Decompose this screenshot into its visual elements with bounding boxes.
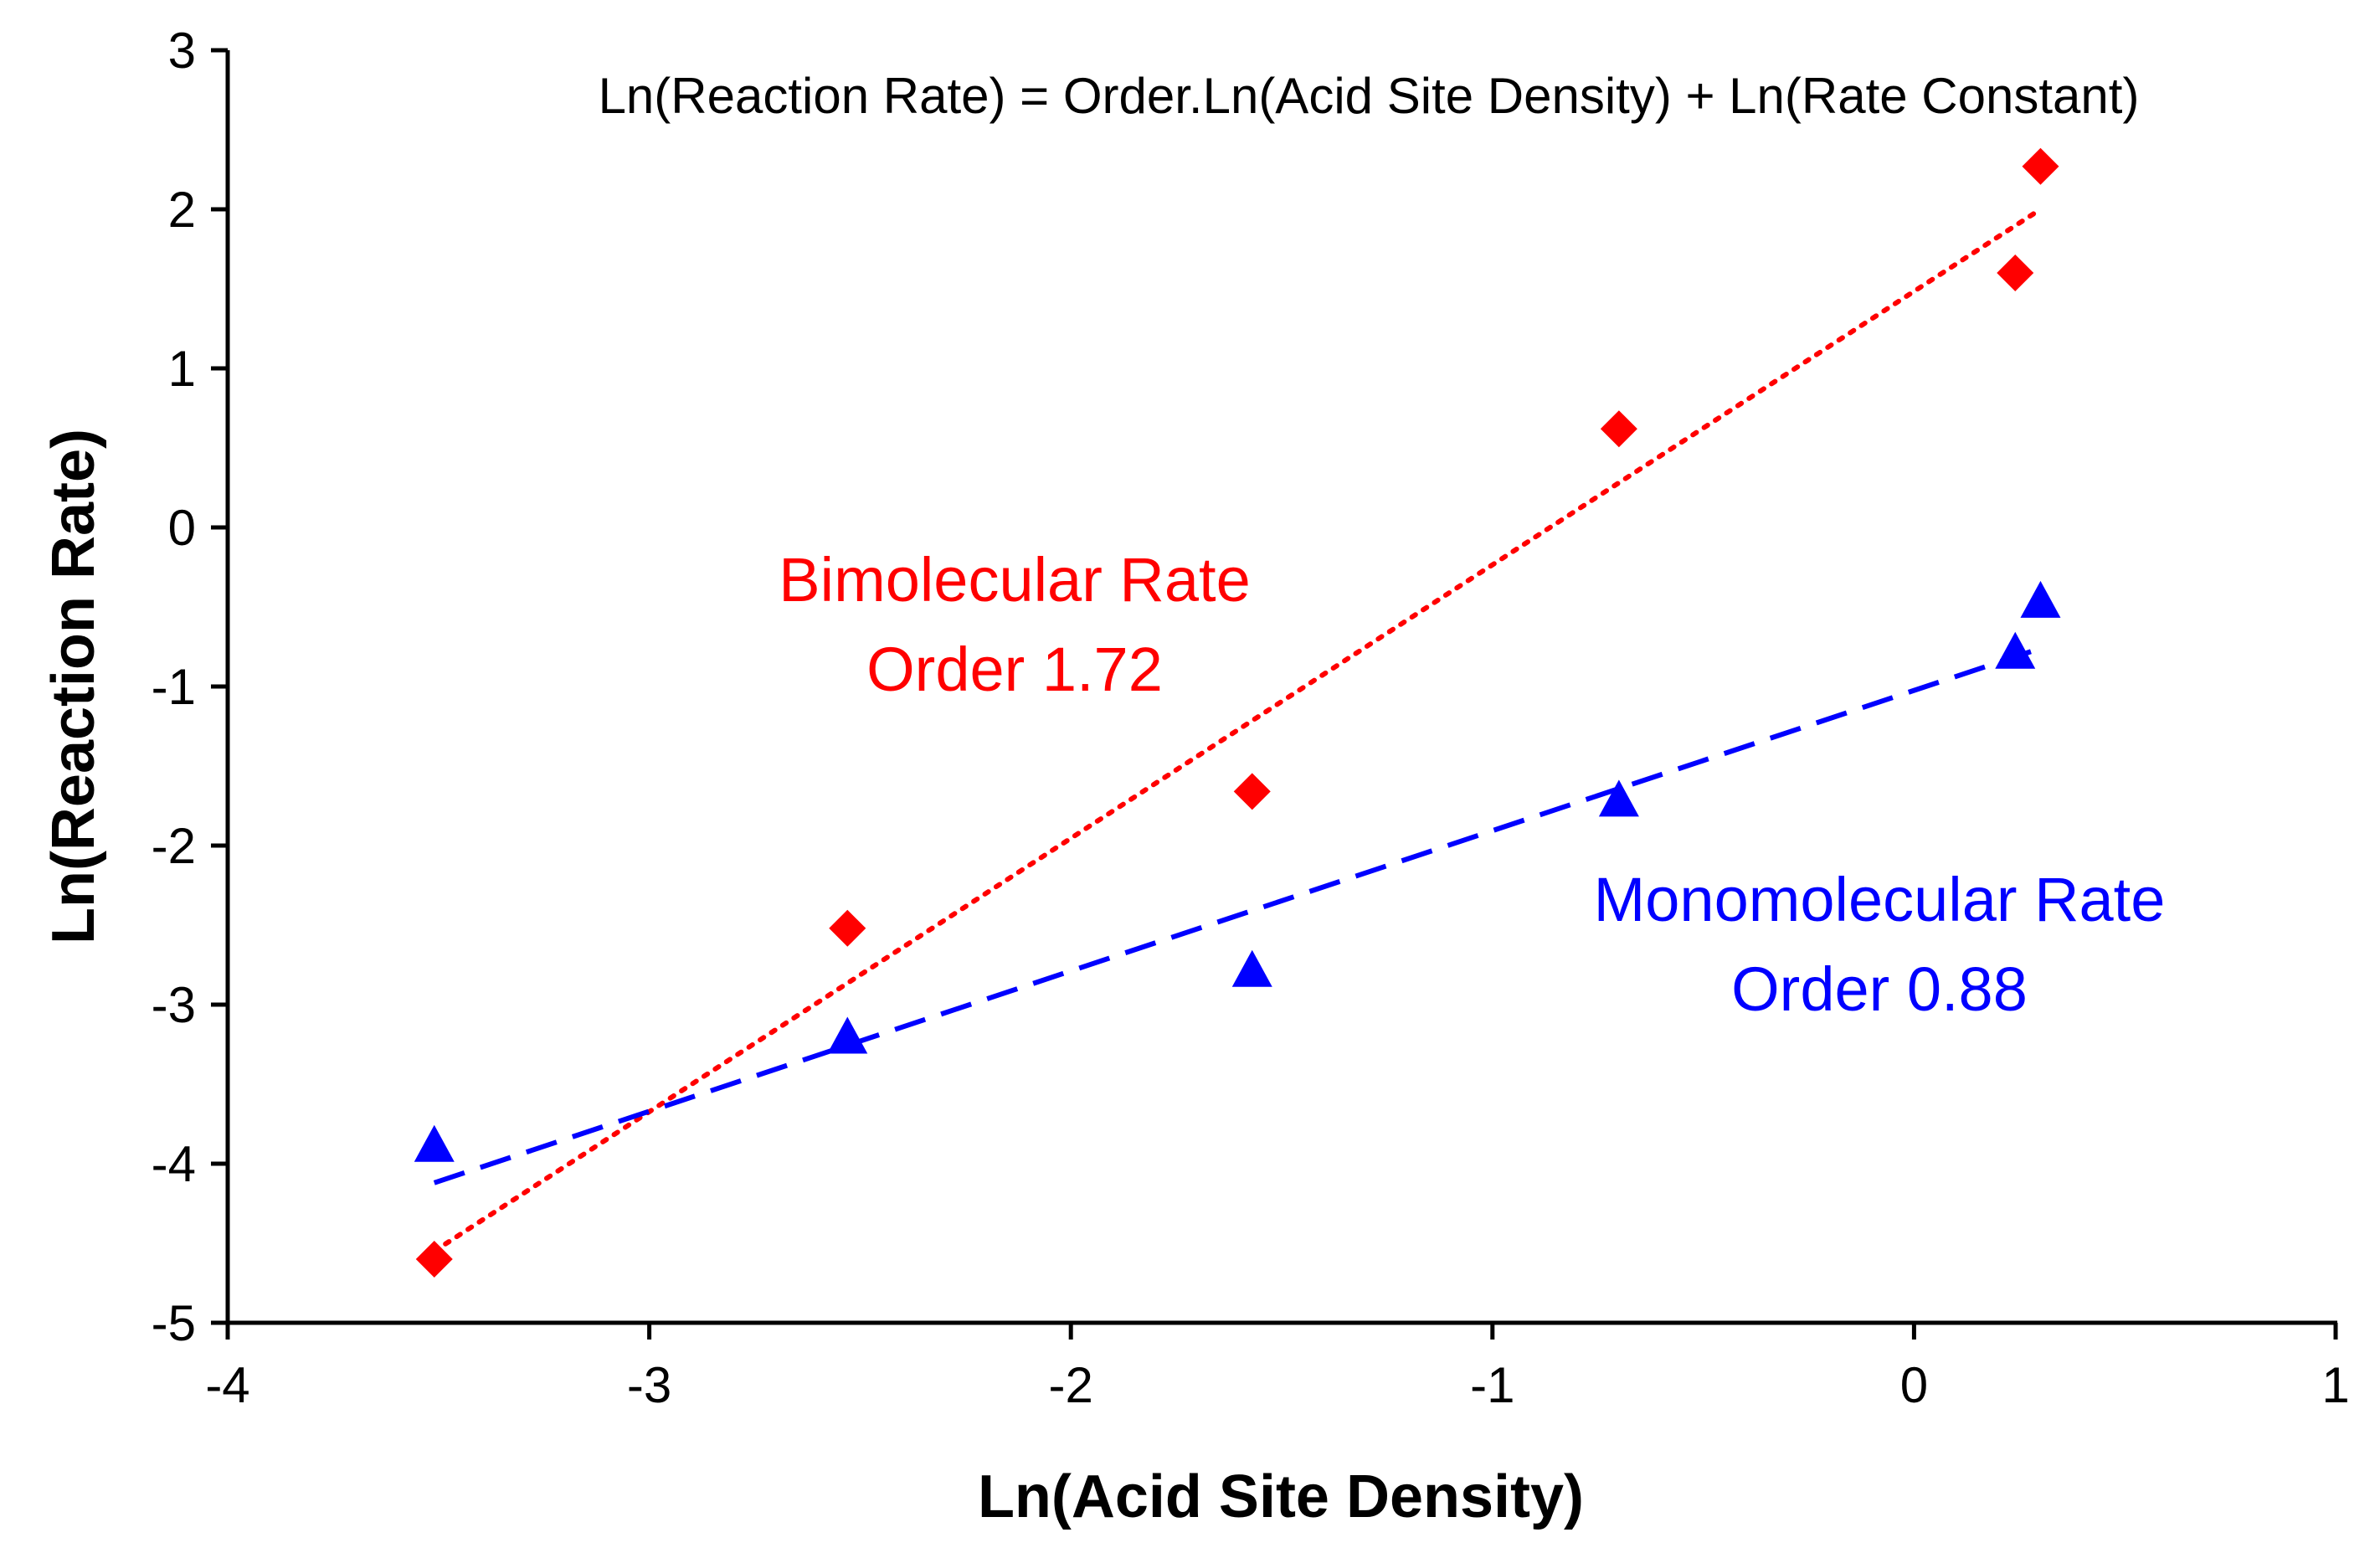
x-tick-label: -2	[1049, 1357, 1093, 1413]
bimolecular-point	[1997, 255, 2034, 291]
bimolecular-label-line2: Order 1.72	[866, 635, 1163, 704]
y-tick-label: -1	[152, 659, 196, 715]
monomolecular-point	[1598, 779, 1639, 817]
monomolecular-point	[827, 1016, 868, 1054]
x-tick-label: 0	[1900, 1357, 1928, 1413]
data-points	[414, 147, 2061, 1278]
x-tick-label: -3	[627, 1357, 671, 1413]
monomolecular-point	[2020, 580, 2061, 618]
y-tick-label: 1	[168, 341, 196, 397]
bimolecular-point	[829, 909, 866, 947]
y-tick-label: -4	[152, 1136, 196, 1192]
x-tick-label: -1	[1470, 1357, 1514, 1413]
x-tick-label: 1	[2321, 1357, 2349, 1413]
monomolecular-point	[1995, 631, 2036, 669]
trendlines	[431, 207, 2043, 1254]
monomolecular-label-line1: Monomolecular Rate	[1594, 865, 2166, 934]
y-tick-label: -3	[152, 977, 196, 1033]
bimolecular-point	[2022, 147, 2059, 185]
bimolecular-point	[1600, 410, 1637, 448]
monomolecular-trendline	[433, 645, 2042, 1185]
x-axis-title: Ln(Acid Site Density)	[978, 1463, 1584, 1530]
monomolecular-point	[1231, 949, 1272, 987]
y-axis-title: Ln(Reaction Rate)	[40, 429, 107, 944]
bimolecular-point	[1233, 773, 1271, 810]
y-tick-label: 3	[168, 23, 196, 79]
monomolecular-point	[414, 1124, 455, 1162]
bimolecular-point	[415, 1241, 453, 1278]
y-tick-label: -2	[152, 818, 196, 874]
monomolecular-label-line2: Order 0.88	[1731, 954, 2028, 1024]
x-tick-label: -4	[205, 1357, 249, 1413]
chart-equation-title: Ln(Reaction Rate) = Order.Ln(Acid Site D…	[599, 68, 2140, 124]
y-tick-label: 0	[168, 500, 196, 556]
y-tick-label: -5	[152, 1295, 196, 1351]
bimolecular-trendline	[431, 207, 2043, 1254]
axes	[225, 50, 2337, 1325]
y-tick-label: 2	[168, 182, 196, 238]
bimolecular-label-line1: Bimolecular Rate	[779, 545, 1250, 615]
